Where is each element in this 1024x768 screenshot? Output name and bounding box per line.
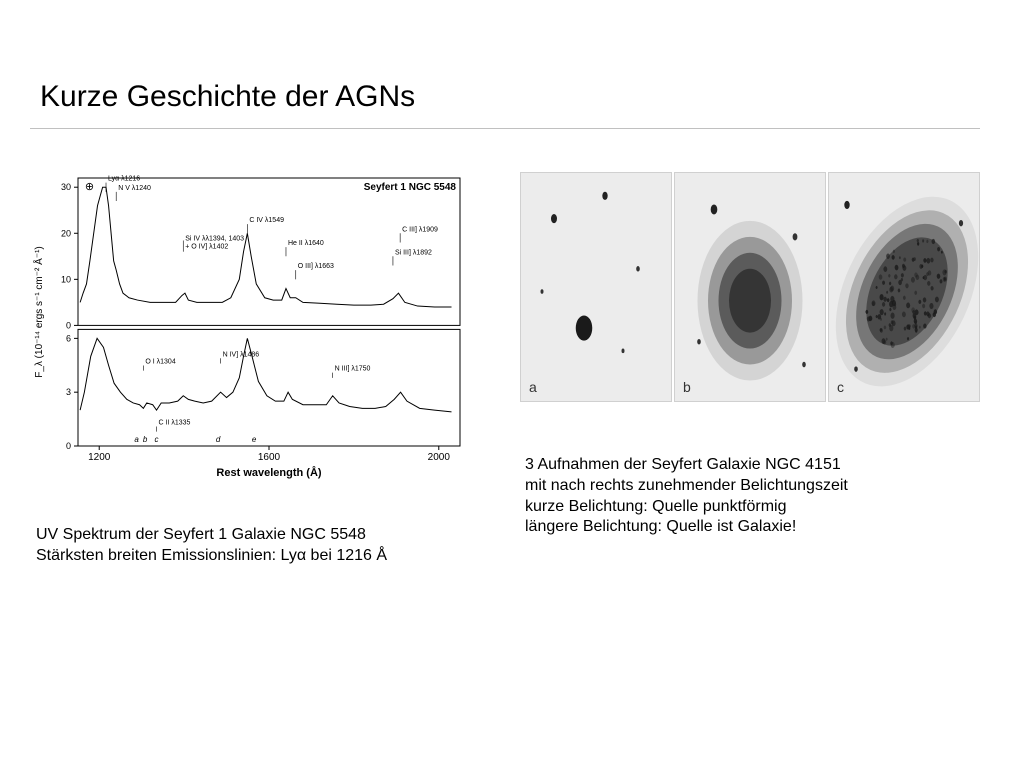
svg-text:2000: 2000: [428, 452, 451, 463]
svg-text:+ O IV] λ1402: + O IV] λ1402: [185, 243, 228, 250]
svg-text:N V λ1240: N V λ1240: [118, 185, 151, 192]
galaxy-caption-line3: kurze Belichtung: Quelle punktförmig: [525, 497, 985, 518]
svg-text:b: b: [143, 435, 148, 444]
svg-text:N III] λ1750: N III] λ1750: [335, 366, 371, 373]
spectrum-chart: 0 10 20 30 0 3 6 1200 1600 2000 Rest wavelength (Å…: [30, 170, 470, 480]
svg-text:F_λ (10⁻¹⁴ ergs s⁻¹ cm⁻² Å⁻¹): F_λ (10⁻¹⁴ ergs s⁻¹ cm⁻² Å⁻¹): [32, 246, 45, 378]
svg-text:d: d: [216, 435, 221, 444]
svg-text:C II λ1335: C II λ1335: [159, 419, 191, 426]
galaxy-panel-b: b: [674, 172, 826, 402]
svg-text:1600: 1600: [258, 452, 281, 463]
svg-text:⊕: ⊕: [85, 181, 94, 193]
galaxy-caption-line2: mit nach rechts zunehmender Belichtungsz…: [525, 476, 985, 497]
svg-text:C III] λ1909: C III] λ1909: [402, 226, 438, 233]
svg-text:e: e: [252, 435, 257, 444]
spectrum-caption-line1: UV Spektrum der Seyfert 1 Galaxie NGC 55…: [36, 525, 476, 546]
spectrum-caption-line2: Stärksten breiten Emissionslinien: Lyα b…: [36, 546, 476, 567]
svg-text:Rest wavelength (Å): Rest wavelength (Å): [216, 466, 321, 479]
svg-text:N IV] λ1486: N IV] λ1486: [223, 351, 260, 358]
spectrum-caption: UV Spektrum der Seyfert 1 Galaxie NGC 55…: [36, 525, 476, 567]
svg-text:C IV λ1549: C IV λ1549: [249, 217, 284, 224]
svg-text:He II λ1640: He II λ1640: [288, 240, 324, 247]
galaxy-image-row: a b c: [520, 172, 980, 402]
svg-text:O III] λ1663: O III] λ1663: [298, 263, 334, 270]
svg-text:1200: 1200: [88, 452, 111, 463]
galaxy-panel-a: a: [520, 172, 672, 402]
galaxy-caption-line1: 3 Aufnahmen der Seyfert Galaxie NGC 4151: [525, 455, 985, 476]
svg-text:30: 30: [61, 182, 71, 192]
svg-text:Si III] λ1892: Si III] λ1892: [395, 249, 432, 256]
title-divider: [30, 128, 980, 129]
panel-label-b: b: [683, 379, 691, 395]
svg-text:Si IV λλ1394, 1403: Si IV λλ1394, 1403: [185, 235, 244, 242]
svg-text:20: 20: [61, 228, 71, 238]
svg-text:Seyfert 1 NGC 5548: Seyfert 1 NGC 5548: [364, 182, 457, 193]
svg-text:0: 0: [66, 441, 71, 451]
svg-text:O I λ1304: O I λ1304: [145, 358, 175, 365]
galaxy-caption-line4: längere Belichtung: Quelle ist Galaxie!: [525, 517, 985, 538]
svg-text:a: a: [134, 435, 139, 444]
galaxy-caption: 3 Aufnahmen der Seyfert Galaxie NGC 4151…: [525, 455, 985, 538]
panel-label-c: c: [837, 379, 844, 395]
svg-text:Lyα λ1216: Lyα λ1216: [108, 176, 140, 183]
galaxy-panel-c: c: [828, 172, 980, 402]
svg-text:c: c: [155, 435, 159, 444]
page-title: Kurze Geschichte der AGNs: [40, 80, 415, 114]
svg-text:10: 10: [61, 274, 71, 284]
panel-label-a: a: [529, 379, 537, 395]
svg-text:6: 6: [66, 333, 71, 343]
svg-text:0: 0: [66, 320, 71, 330]
svg-text:3: 3: [66, 387, 71, 397]
